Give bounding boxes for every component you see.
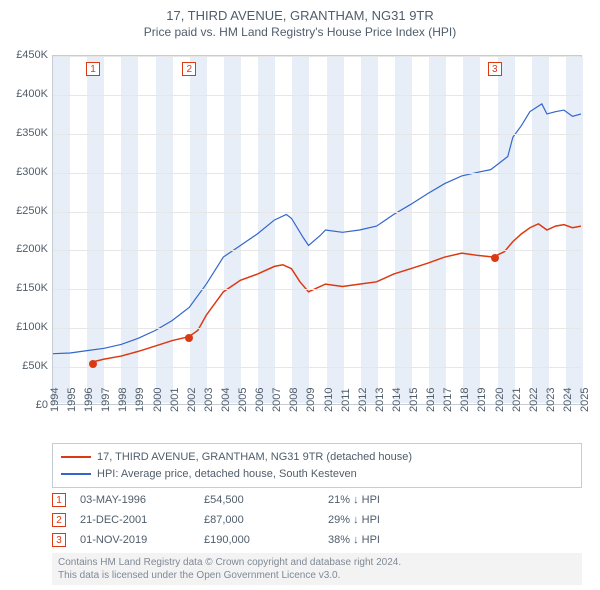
line-series-svg (53, 56, 581, 404)
x-axis-label: 1995 (66, 388, 70, 412)
sales-table: 1 03-MAY-1996 £54,500 21% ↓ HPI 2 21-DEC-2001… (52, 490, 582, 550)
sale-marker: 1 (86, 62, 100, 76)
y-axis-label: £150K (6, 282, 48, 294)
x-axis-label: 2019 (476, 388, 480, 412)
sale-date: 03-MAY-1996 (80, 494, 190, 506)
sale-marker: 3 (488, 62, 502, 76)
x-axis-label: 2024 (562, 388, 566, 412)
y-axis-label: £350K (6, 127, 48, 139)
y-axis-label: £450K (6, 49, 48, 61)
chart-subtitle: Price paid vs. HM Land Registry's House … (0, 25, 600, 45)
sale-marker: 2 (182, 62, 196, 76)
x-axis-label: 2008 (288, 388, 292, 412)
x-axis-label: 2017 (442, 388, 446, 412)
x-axis-label: 1998 (117, 388, 121, 412)
x-axis-label: 2012 (357, 388, 361, 412)
footer-attribution: Contains HM Land Registry data © Crown c… (52, 553, 582, 585)
sale-marker-ref: 3 (52, 533, 66, 547)
x-axis-label: 2009 (305, 388, 309, 412)
footer-line: Contains HM Land Registry data © Crown c… (58, 556, 576, 569)
plot-area: 1994199519961997199819992000200120022003… (52, 55, 582, 405)
y-axis-label: £100K (6, 321, 48, 333)
x-axis-label: 1997 (100, 388, 104, 412)
legend-swatch (61, 473, 91, 475)
x-axis-label: 1999 (134, 388, 138, 412)
x-axis-label: 2006 (254, 388, 258, 412)
x-axis-label: 2021 (511, 388, 515, 412)
sale-diff: 29% ↓ HPI (328, 514, 438, 526)
x-axis-label: 2001 (169, 388, 173, 412)
sale-dot (185, 334, 193, 342)
y-axis-label: £250K (6, 205, 48, 217)
y-axis-label: £400K (6, 88, 48, 100)
y-axis-label: £50K (6, 360, 48, 372)
footer-line: This data is licensed under the Open Gov… (58, 569, 576, 582)
sale-date: 01-NOV-2019 (80, 534, 190, 546)
sale-dot (491, 254, 499, 262)
legend-item-price-paid: 17, THIRD AVENUE, GRANTHAM, NG31 9TR (de… (61, 449, 573, 466)
x-axis-label: 2002 (186, 388, 190, 412)
x-axis-label: 2005 (237, 388, 241, 412)
x-axis-label: 1994 (49, 388, 53, 412)
legend-label: 17, THIRD AVENUE, GRANTHAM, NG31 9TR (de… (97, 449, 412, 466)
x-axis-label: 2011 (340, 388, 344, 412)
x-axis-label: 2022 (528, 388, 532, 412)
x-axis-label: 2023 (545, 388, 549, 412)
y-axis-label: £300K (6, 166, 48, 178)
sale-row: 1 03-MAY-1996 £54,500 21% ↓ HPI (52, 490, 582, 510)
x-axis-label: 2016 (425, 388, 429, 412)
x-axis-label: 2014 (391, 388, 395, 412)
legend-box: 17, THIRD AVENUE, GRANTHAM, NG31 9TR (de… (52, 443, 582, 488)
x-axis-label: 2010 (323, 388, 327, 412)
sale-price: £87,000 (204, 514, 314, 526)
sale-price: £190,000 (204, 534, 314, 546)
x-axis-label: 2018 (459, 388, 463, 412)
x-axis-label: 2007 (271, 388, 275, 412)
sale-date: 21-DEC-2001 (80, 514, 190, 526)
sale-dot (89, 360, 97, 368)
sale-row: 3 01-NOV-2019 £190,000 38% ↓ HPI (52, 530, 582, 550)
sale-row: 2 21-DEC-2001 £87,000 29% ↓ HPI (52, 510, 582, 530)
y-axis-label: £200K (6, 243, 48, 255)
x-axis-label: 2015 (408, 388, 412, 412)
x-axis-label: 1996 (83, 388, 87, 412)
legend-swatch (61, 456, 91, 458)
x-axis-label: 2020 (494, 388, 498, 412)
x-axis-label: 2004 (220, 388, 224, 412)
sale-diff: 21% ↓ HPI (328, 494, 438, 506)
legend-label: HPI: Average price, detached house, Sout… (97, 466, 357, 483)
x-axis-label: 2013 (374, 388, 378, 412)
sale-diff: 38% ↓ HPI (328, 534, 438, 546)
chart-title: 17, THIRD AVENUE, GRANTHAM, NG31 9TR (0, 0, 600, 25)
legend-item-hpi: HPI: Average price, detached house, Sout… (61, 466, 573, 483)
sale-marker-ref: 1 (52, 493, 66, 507)
x-axis-label: 2003 (203, 388, 207, 412)
x-axis-label: 2025 (579, 388, 583, 412)
sale-marker-ref: 2 (52, 513, 66, 527)
x-axis-label: 2000 (152, 388, 156, 412)
sale-price: £54,500 (204, 494, 314, 506)
y-axis-label: £0 (6, 399, 48, 411)
chart-container: 17, THIRD AVENUE, GRANTHAM, NG31 9TR Pri… (0, 0, 600, 590)
